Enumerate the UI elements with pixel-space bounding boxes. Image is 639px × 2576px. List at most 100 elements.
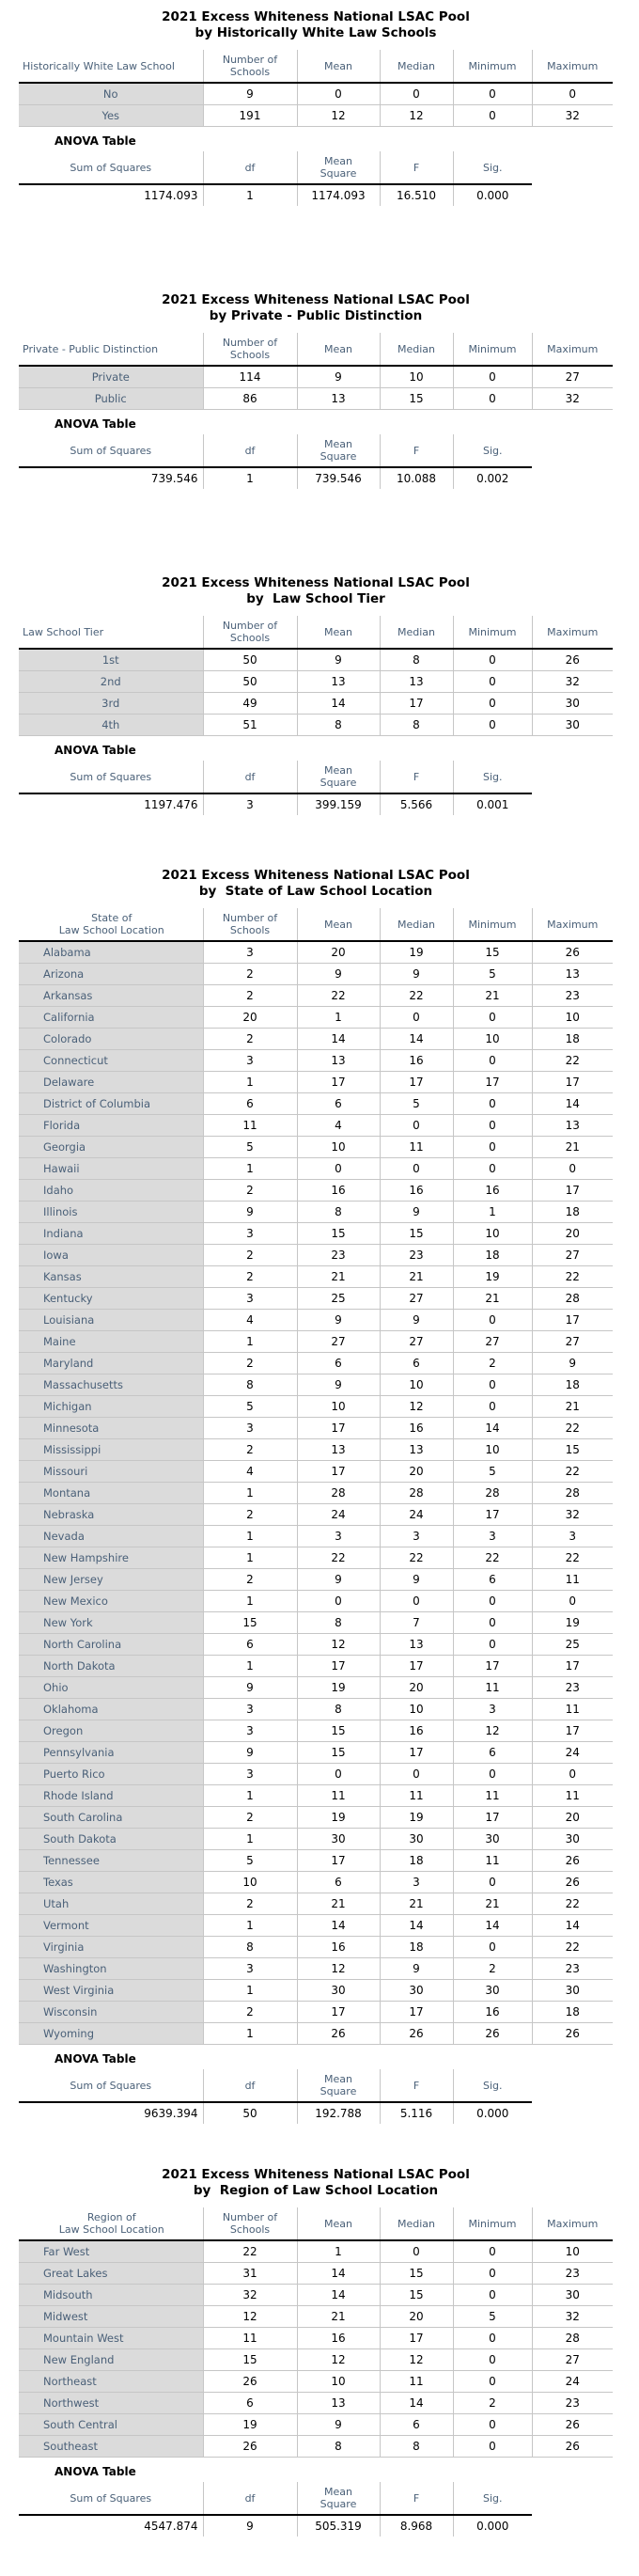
- anova-cell-value: 1: [202, 184, 297, 206]
- report-section: 2021 Excess Whiteness National LSAC Pool…: [19, 292, 613, 489]
- cell-value: 16: [296, 1179, 380, 1202]
- cell-value: 10: [531, 1006, 613, 1029]
- cell-value: 2: [202, 1503, 297, 1526]
- cell-value: 22: [531, 1547, 613, 1569]
- cell-value: 20: [379, 2305, 453, 2328]
- row-label: Minnesota: [19, 1417, 203, 1439]
- cell-value: 0: [452, 104, 532, 127]
- row-label: Nebraska: [19, 1503, 203, 1526]
- cell-value: 17: [379, 2327, 453, 2349]
- column-header: Maximum: [531, 616, 613, 650]
- row-label: No: [19, 83, 203, 105]
- cell-value: 6: [452, 1568, 532, 1591]
- cell-value: 19: [202, 2413, 297, 2436]
- cell-value: 14: [296, 2262, 380, 2285]
- cell-value: 19: [296, 1676, 380, 1699]
- cell-value: 16: [452, 2001, 532, 2023]
- column-header: Number of Schools: [202, 333, 297, 367]
- row-label: Mississippi: [19, 1438, 203, 1461]
- table-row: Rhode Island 1 11 11 11 11: [19, 1784, 613, 1807]
- cell-value: 14: [379, 2392, 453, 2414]
- cell-value: 17: [379, 1071, 453, 1093]
- cell-value: 15: [202, 1611, 297, 1634]
- anova-column-header: Mean Square: [296, 151, 380, 185]
- cell-value: 6: [202, 1092, 297, 1115]
- anova-column-header: Sum of Squares: [19, 151, 203, 185]
- cell-value: 8: [379, 2435, 453, 2458]
- row-label: Nevada: [19, 1525, 203, 1547]
- cell-value: 21: [531, 1395, 613, 1418]
- row-label: South Carolina: [19, 1806, 203, 1829]
- row-label: Wisconsin: [19, 2001, 203, 2023]
- row-label: Southeast: [19, 2435, 203, 2458]
- table-row: North Dakota 1 17 17 17 17: [19, 1655, 613, 1677]
- row-label: New Mexico: [19, 1590, 203, 1612]
- stats-header-row: Region of Law School Location Number of S…: [19, 2207, 613, 2241]
- cell-value: 27: [531, 2348, 613, 2371]
- cell-value: 16: [379, 1417, 453, 1439]
- cell-value: 15: [452, 941, 532, 964]
- cell-value: 24: [531, 1741, 613, 1764]
- table-row: Missouri 4 17 20 5 22: [19, 1460, 613, 1483]
- cell-value: 15: [379, 1222, 453, 1245]
- cell-value: 21: [296, 1893, 380, 1915]
- cell-value: 21: [452, 1893, 532, 1915]
- cell-value: 5: [452, 2305, 532, 2328]
- row-label: Michigan: [19, 1395, 203, 1418]
- cell-value: 15: [296, 1720, 380, 1742]
- cell-value: 16: [452, 1179, 532, 1202]
- anova-column-header: F: [379, 434, 453, 468]
- cell-value: 12: [296, 104, 380, 127]
- cell-value: 2: [202, 1568, 297, 1591]
- cell-value: 11: [379, 1784, 453, 1807]
- table-row: Florida 11 4 0 0 13: [19, 1114, 613, 1137]
- table-row: Maine 1 27 27 27 27: [19, 1330, 613, 1353]
- cell-value: 25: [296, 1287, 380, 1310]
- cell-value: 30: [531, 714, 613, 736]
- anova-value-row: 9639.394 50 192.788 5.116 0.000: [19, 2102, 532, 2124]
- anova-cell-value: 9: [202, 2515, 297, 2537]
- cell-value: 30: [531, 692, 613, 715]
- cell-value: 9: [202, 1741, 297, 1764]
- cell-value: 0: [452, 366, 532, 388]
- anova-cell-value: 10.088: [379, 467, 453, 489]
- table-row: Illinois 9 8 9 1 18: [19, 1201, 613, 1223]
- cell-value: 11: [379, 1136, 453, 1158]
- table-row: Great Lakes 31 14 15 0 23: [19, 2262, 613, 2285]
- cell-value: 14: [296, 692, 380, 715]
- anova-column-header: df: [202, 434, 297, 468]
- cell-value: 0: [452, 692, 532, 715]
- row-label: Delaware: [19, 1071, 203, 1093]
- cell-value: 0: [531, 1157, 613, 1180]
- cell-value: 22: [296, 1547, 380, 1569]
- column-header: Minimum: [452, 2207, 532, 2241]
- row-label: Florida: [19, 1114, 203, 1137]
- anova-table: Sum of Squares df Mean Square F Sig. 4547.87…: [19, 2482, 532, 2537]
- row-label: Indiana: [19, 1222, 203, 1245]
- row-label: Far West: [19, 2240, 203, 2263]
- anova-column-header: Sum of Squares: [19, 761, 203, 794]
- cell-value: 21: [452, 984, 532, 1007]
- cell-value: 27: [296, 1330, 380, 1353]
- cell-value: 9: [379, 963, 453, 985]
- cell-value: 0: [452, 1114, 532, 1137]
- row-label: Connecticut: [19, 1049, 203, 1072]
- cell-value: 27: [379, 1287, 453, 1310]
- cell-value: 9: [296, 1568, 380, 1591]
- row-label: Northeast: [19, 2370, 203, 2393]
- cell-value: 2: [202, 1265, 297, 1288]
- cell-value: 27: [531, 1330, 613, 1353]
- cell-value: 32: [531, 2305, 613, 2328]
- stats-body: Far West 22 1 0 0 10 Great Lakes 31 14 15 0 23 Midso…: [19, 2240, 613, 2458]
- cell-value: 0: [452, 1871, 532, 1893]
- cell-value: 6: [296, 1092, 380, 1115]
- table-row: Connecticut 3 13 16 0 22: [19, 1049, 613, 1072]
- cell-value: 19: [296, 1806, 380, 1829]
- stats-body: Alabama 3 20 19 15 26 Arizona 2 9 9 5 13 Arkansas 2 22…: [19, 941, 613, 2045]
- table-row: Nevada 1 3 3 3 3: [19, 1525, 613, 1547]
- cell-value: 1: [296, 1006, 380, 1029]
- anova-column-header: Mean Square: [296, 434, 380, 468]
- cell-value: 50: [202, 649, 297, 671]
- section-title-line1: 2021 Excess Whiteness National LSAC Pool: [162, 2167, 470, 2182]
- section-title-line1: 2021 Excess Whiteness National LSAC Pool: [162, 575, 470, 590]
